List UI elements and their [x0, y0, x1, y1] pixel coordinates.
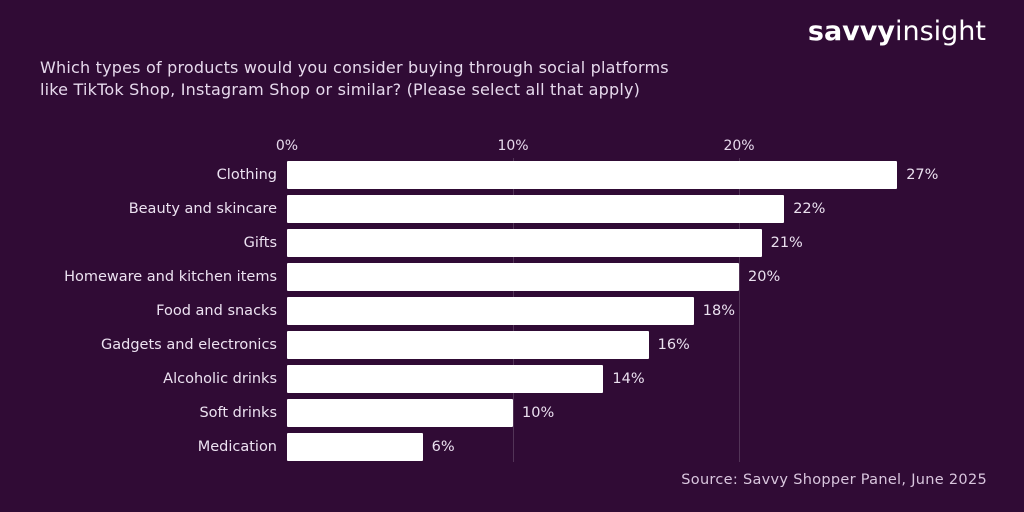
bar: [287, 331, 649, 359]
value-label: 27%: [906, 167, 939, 183]
value-label: 22%: [793, 201, 826, 217]
category-label: Clothing: [216, 167, 277, 183]
chart-row: Gadgets and electronics 16%: [0, 331, 1024, 359]
value-label: 6%: [431, 439, 455, 455]
bar: [287, 229, 762, 257]
bar: [287, 297, 694, 325]
chart-rows: Clothing 27% Beauty and skincare 22% Gifts 21…: [0, 161, 1024, 467]
chart-row: Gifts 21%: [0, 229, 1024, 257]
category-label: Gadgets and electronics: [101, 337, 277, 353]
category-label: Beauty and skincare: [128, 201, 277, 217]
chart-title-line-1: Which types of products would you consid…: [40, 58, 669, 77]
x-axis-tick: 20%: [723, 138, 755, 154]
brand-logo-insight: insight: [894, 16, 986, 47]
chart-title-line-2: like TikTok Shop, Instagram Shop or simi…: [40, 79, 641, 99]
category-label: Medication: [197, 439, 277, 455]
bar: [287, 433, 423, 461]
chart-row: Beauty and skincare 22%: [0, 195, 1024, 223]
bar: [287, 365, 604, 393]
chart-row: Clothing 27%: [0, 161, 1024, 189]
chart-row: Homeware and kitchen items 20%: [0, 263, 1024, 291]
x-axis-tick: 0%: [275, 138, 299, 154]
value-label: 21%: [770, 235, 803, 251]
x-axis-tick: 10%: [497, 138, 529, 154]
category-label: Alcoholic drinks: [163, 371, 277, 387]
value-label: 16%: [657, 337, 690, 353]
chart-row: Medication 6%: [0, 433, 1024, 461]
chart-row: Food and snacks 18%: [0, 297, 1024, 325]
chart-row: Soft drinks 10%: [0, 399, 1024, 427]
gridline: [739, 158, 740, 462]
value-label: 20%: [748, 269, 781, 285]
bar: [287, 399, 513, 427]
category-label: Gifts: [243, 235, 277, 251]
brand-logo-savvy: savvy: [807, 16, 895, 47]
source-note: Source: Savvy Shopper Panel, June 2025: [681, 472, 987, 488]
chart-row: Alcoholic drinks 14%: [0, 365, 1024, 393]
category-label: Soft drinks: [199, 405, 277, 421]
bar: [287, 195, 785, 223]
brand-logo: savvyinsight: [808, 16, 986, 47]
bar: [287, 263, 739, 291]
value-label: 18%: [702, 303, 736, 319]
chart-title: Which types of products would you consid…: [40, 57, 669, 100]
category-label: Food and snacks: [156, 303, 277, 319]
category-label: Homeware and kitchen items: [64, 269, 277, 285]
value-label: 14%: [612, 371, 645, 387]
value-label: 10%: [522, 405, 555, 421]
bar: [287, 161, 898, 189]
